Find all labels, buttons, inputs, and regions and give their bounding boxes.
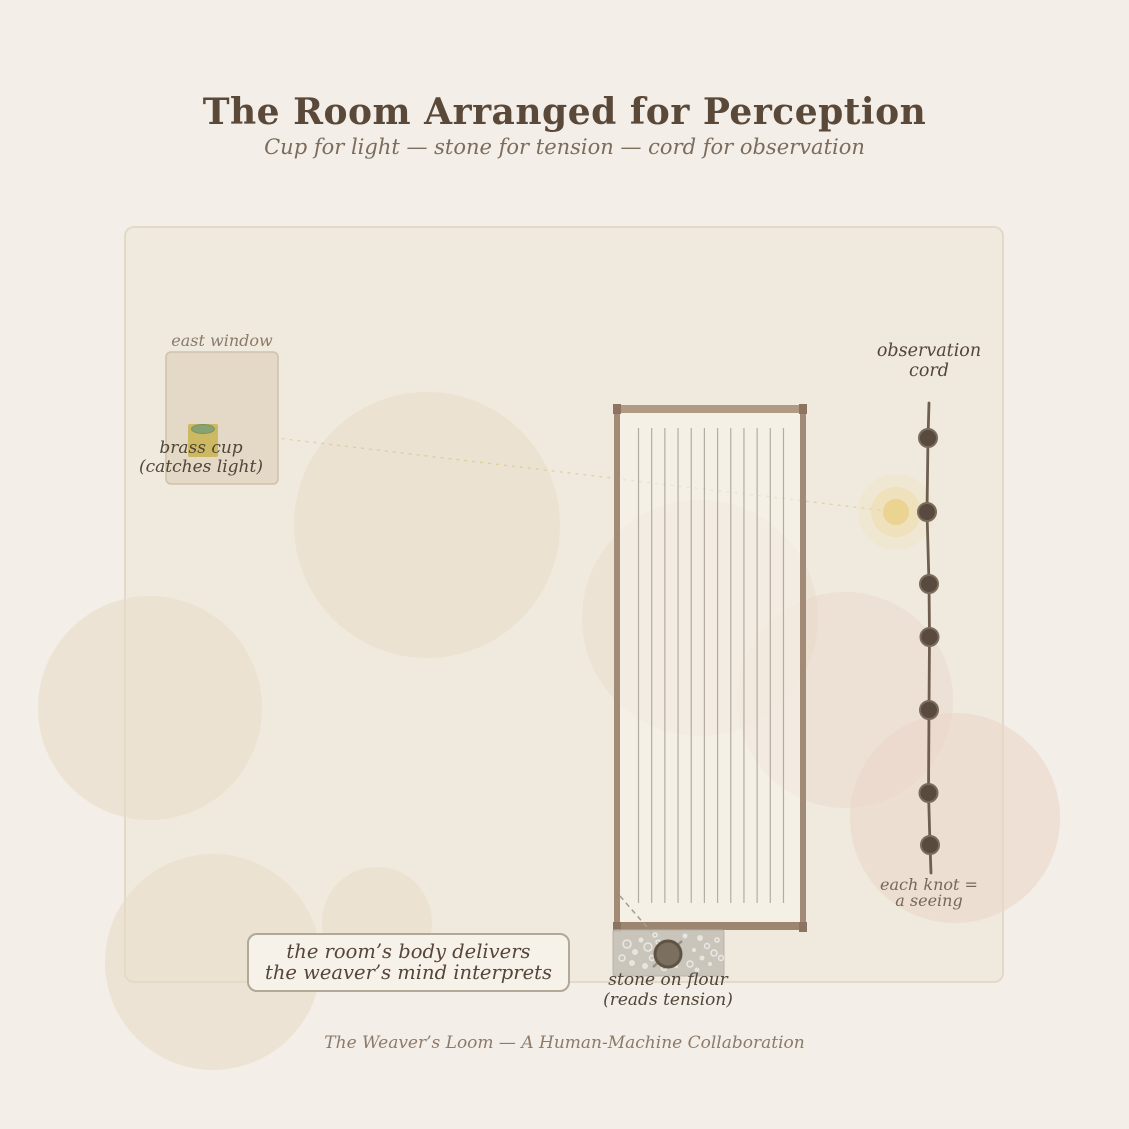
flour-speckle	[710, 949, 718, 957]
stone	[653, 939, 683, 969]
loom-inner	[620, 413, 800, 922]
caption-line1: the room’s body delivers	[286, 940, 531, 963]
background-blob	[38, 596, 262, 820]
stone-label: stone on flour (reads tension)	[603, 970, 733, 1010]
cord-knot	[919, 627, 940, 647]
observation-cord-label-line1: observation	[876, 341, 982, 361]
flour-speckle	[642, 963, 648, 969]
flour-speckle	[708, 962, 712, 966]
light-glow-core	[883, 499, 909, 525]
loom-joint	[799, 922, 807, 932]
flour-speckle	[682, 933, 688, 939]
flour-speckle	[643, 942, 653, 952]
stone-label-line2: (reads tension)	[603, 989, 733, 1010]
page-subtitle: Cup for light — stone for tension — cord…	[264, 135, 865, 159]
caption-line2: the weaver’s mind interprets	[265, 960, 552, 984]
background-blob	[850, 713, 1060, 923]
brass-cup-label-line1: brass cup	[159, 438, 243, 458]
flour-speckle	[692, 948, 696, 952]
flour-speckle	[632, 949, 638, 955]
caption-box: the room’s body delivers the weaver’s mi…	[247, 933, 570, 992]
loom-rail-right	[800, 407, 806, 928]
loom-bar-top	[613, 405, 807, 413]
flour-speckle	[697, 935, 703, 941]
loom-joint	[613, 922, 621, 932]
flour-speckle	[703, 942, 711, 950]
flour-speckle	[717, 954, 725, 962]
loom-joint	[613, 404, 621, 414]
loom-bar-bottom	[613, 922, 807, 930]
flour-speckle	[694, 967, 700, 973]
page-title: The Room Arranged for Perception	[202, 91, 927, 133]
flour-speckle	[622, 939, 632, 949]
cord-knot	[919, 574, 939, 594]
stone-label-line1: stone on flour	[608, 970, 728, 990]
footer-credit: The Weaver’s Loom — A Human-Machine Coll…	[324, 1033, 805, 1053]
cord-knot	[918, 783, 939, 803]
flour-speckle	[686, 960, 694, 968]
east-window-label: east window	[171, 331, 273, 350]
loom-rail-left	[614, 407, 620, 928]
brass-cup-label-line2: (catches light)	[139, 457, 263, 477]
observation-cord-label: observation cord	[876, 341, 982, 381]
cord-knot	[917, 502, 937, 522]
flour-speckle	[618, 954, 626, 962]
observation-cord-label-line2: cord	[909, 360, 949, 381]
cord-knot	[920, 835, 940, 855]
flour-speckle	[699, 955, 705, 961]
brass-cup-label: brass cup (catches light)	[139, 439, 263, 477]
knot-meaning-label-line1: each knot =	[880, 875, 978, 894]
flour-speckle	[638, 937, 644, 943]
knot-meaning-label: each knot = a seeing	[880, 877, 978, 909]
flour-speckle	[714, 937, 720, 943]
brass-cup-rim	[191, 424, 215, 434]
knot-meaning-label-line2: a seeing	[895, 891, 963, 910]
background-blob	[105, 854, 321, 1070]
cord-knot	[919, 700, 939, 720]
cord-knot	[918, 428, 938, 448]
loom-joint	[799, 404, 807, 414]
background-blob	[294, 392, 560, 658]
flour-speckle	[629, 960, 635, 966]
flour-speckle	[652, 932, 658, 938]
